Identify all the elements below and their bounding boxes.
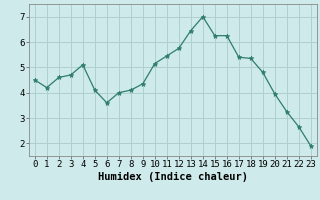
X-axis label: Humidex (Indice chaleur): Humidex (Indice chaleur) xyxy=(98,172,248,182)
